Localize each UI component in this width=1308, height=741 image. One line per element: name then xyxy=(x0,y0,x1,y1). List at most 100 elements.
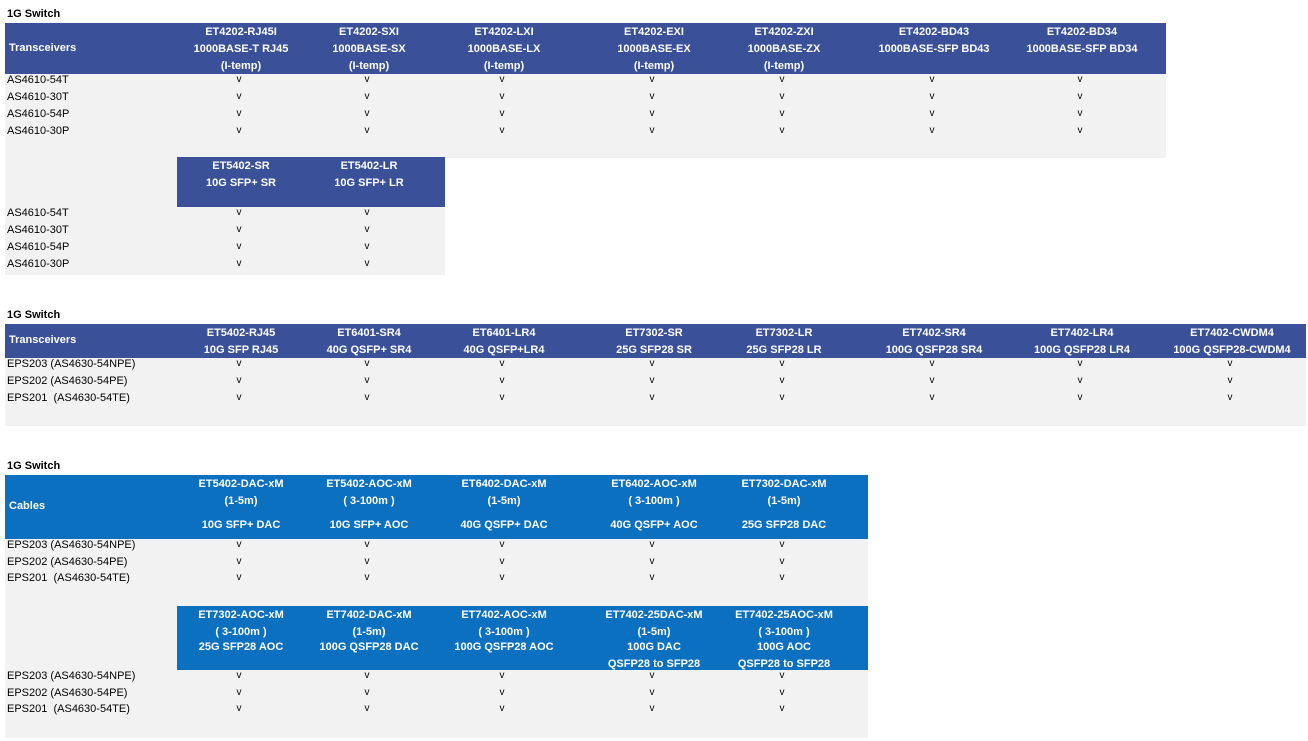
check-mark: v xyxy=(779,670,785,681)
column-header-line: 10G SFP+ LR xyxy=(334,177,404,189)
column-header-line: 10G SFP+ AOC xyxy=(329,519,409,531)
column-header-line: 100G DAC xyxy=(627,641,681,653)
subtable-left-bg xyxy=(5,158,177,207)
row-label: AS4610-54P xyxy=(7,241,70,253)
check-mark: v xyxy=(929,74,935,85)
column-header-line: (I-temp) xyxy=(633,60,675,72)
check-mark: v xyxy=(236,703,242,714)
check-mark: v xyxy=(236,555,242,567)
check-mark: v xyxy=(1077,91,1083,102)
check-mark: v xyxy=(499,358,505,369)
column-header-line: 100G QSFP28 LR4 xyxy=(1034,344,1130,356)
check-mark: v xyxy=(364,539,370,550)
check-mark: v xyxy=(236,91,242,102)
check-mark: v xyxy=(649,74,655,85)
corner-label: Cables xyxy=(9,500,46,512)
check-mark: v xyxy=(499,375,505,386)
column-header-line: ET4202-SXI xyxy=(339,26,399,38)
column-header: ET4202-RJ45I 1000BASE-T RJ45 (I-temp) xyxy=(177,23,305,74)
row-label: EPS202 (AS4630-54PE) xyxy=(7,555,128,568)
column-header-line: ET7402-CWDM4 xyxy=(1190,327,1274,339)
column-header-line: ET7402-DAC-xM xyxy=(326,609,412,621)
check-mark: v xyxy=(236,375,242,386)
row-label: AS4610-54T xyxy=(7,207,69,219)
section-title: 1G Switch xyxy=(7,8,61,20)
check-mark: v xyxy=(929,392,935,403)
column-header-line: ET5402-RJ45 xyxy=(206,327,276,339)
check-mark: v xyxy=(364,258,370,269)
subtable-header: ET5402-SR 10G SFP+ SR ET5402-LR 10G SFP+ LR xyxy=(177,157,445,207)
table-header: Cables ET5402-DAC-xM (1-5m) 10G SFP+ DAC ET5… xyxy=(5,475,868,539)
row-label: AS4610-54P xyxy=(7,108,70,120)
check-mark: v xyxy=(929,125,935,136)
check-mark: v xyxy=(499,74,505,85)
column-header: ET7402-DAC-xM (1-5m) 100G QSFP28 DAC xyxy=(305,606,433,670)
column-header-line: ET7402-AOC-xM xyxy=(461,609,547,621)
check-mark: v xyxy=(364,91,370,102)
check-mark: v xyxy=(236,539,242,550)
table-body xyxy=(5,74,1166,158)
row-label: EPS202 (AS4630-54PE) xyxy=(7,375,128,387)
column-header: ET4202-LXI 1000BASE-LX (I-temp) xyxy=(440,23,568,74)
check-mark: v xyxy=(236,670,242,681)
column-header: ET4202-BD34 1000BASE-SFP BD34 xyxy=(1018,23,1146,74)
check-mark: v xyxy=(649,125,655,136)
column-header: ET5402-DAC-xM (1-5m) 10G SFP+ DAC xyxy=(177,475,305,539)
column-header-line: ET6401-SR4 xyxy=(337,327,401,339)
check-mark: v xyxy=(364,392,370,403)
check-mark: v xyxy=(929,358,935,369)
check-mark: v xyxy=(779,703,785,714)
check-mark: v xyxy=(1227,358,1233,369)
check-mark: v xyxy=(649,358,655,369)
check-mark: v xyxy=(1077,375,1083,386)
row-label: EPS201 (AS4630-54TE) xyxy=(7,703,130,715)
check-mark: v xyxy=(499,670,505,681)
column-header-line: 40G QSFP+ SR4 xyxy=(326,344,412,356)
check-mark: v xyxy=(499,392,505,403)
section-title: 1G Switch xyxy=(7,460,61,472)
check-mark: v xyxy=(1077,125,1083,136)
check-mark: v xyxy=(364,207,370,218)
column-header-line: (1-5m) xyxy=(224,495,258,507)
column-header-line: ( 3-100m ) xyxy=(478,626,530,638)
check-mark: v xyxy=(1077,74,1083,85)
check-mark: v xyxy=(364,108,370,119)
column-header: ET4202-BD43 1000BASE-SFP BD43 xyxy=(870,23,998,74)
check-mark: v xyxy=(649,703,655,714)
column-header: ET7402-LR4 100G QSFP28 LR4 xyxy=(1018,324,1146,358)
row-label: EPS201 (AS4630-54TE) xyxy=(7,392,130,404)
column-header-line: 25G SFP28 LR xyxy=(746,344,822,356)
column-header-line: ET4202-BD34 xyxy=(1046,26,1118,38)
column-header: ET7302-SR 25G SFP28 SR xyxy=(590,324,718,358)
column-header: ET4202-ZXI 1000BASE-ZX (I-temp) xyxy=(720,23,848,74)
column-header-line: ET6402-AOC-xM xyxy=(611,478,697,490)
column-header-line: (I-temp) xyxy=(763,60,805,72)
column-header-line: 100G QSFP28 AOC xyxy=(454,641,554,653)
subtable-body xyxy=(5,670,868,738)
check-mark: v xyxy=(364,375,370,386)
column-header-line: ET7302-LR xyxy=(755,327,813,339)
check-mark: v xyxy=(364,686,370,698)
column-header-line: 10G SFP+ SR xyxy=(205,177,276,189)
column-header-line: 1000BASE-ZX xyxy=(747,43,821,55)
row-label: AS4610-30P xyxy=(7,125,70,137)
column-header-line: ET4202-RJ45I xyxy=(205,26,277,38)
column-header-line: 25G SFP28 SR xyxy=(616,344,692,356)
column-header: ET5402-RJ45 10G SFP RJ45 xyxy=(177,324,305,358)
check-mark: v xyxy=(236,241,242,252)
column-header-line: ET4202-BD43 xyxy=(898,26,970,38)
check-mark: v xyxy=(499,686,505,698)
check-mark: v xyxy=(649,686,655,698)
row-label: EPS203 (AS4630-54NPE) xyxy=(7,670,136,682)
column-header-line: 100G QSFP28 SR4 xyxy=(885,344,983,356)
corner-label: Transceivers xyxy=(9,41,77,54)
subtable-body xyxy=(5,207,445,275)
check-mark: v xyxy=(236,108,242,119)
check-mark: v xyxy=(499,555,505,567)
subtable-left-bg xyxy=(5,607,177,670)
column-header-line: 1000BASE-SFP BD43 xyxy=(878,43,990,55)
column-header-line: ( 3-100m ) xyxy=(628,495,680,507)
row-label: EPS203 (AS4630-54NPE) xyxy=(7,358,136,370)
row-label: AS4610-30T xyxy=(7,224,69,236)
check-mark: v xyxy=(236,207,242,218)
